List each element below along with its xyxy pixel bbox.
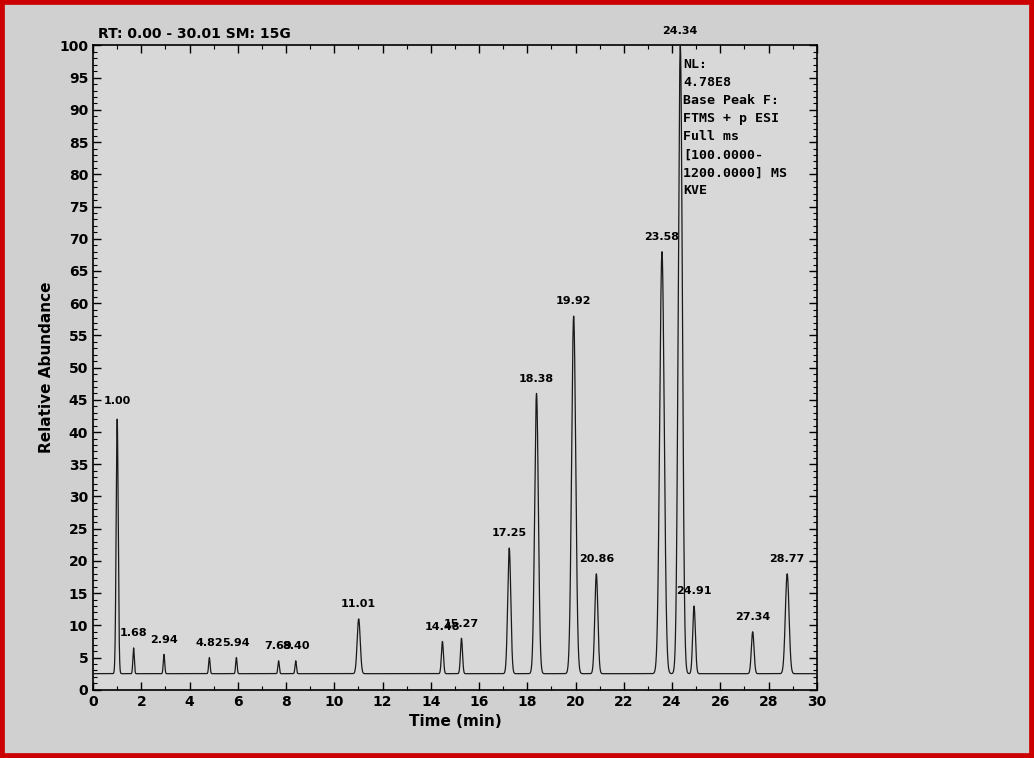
Text: 28.77: 28.77 — [769, 554, 804, 564]
X-axis label: Time (min): Time (min) — [408, 714, 501, 729]
Text: 17.25: 17.25 — [492, 528, 526, 538]
Text: NL:
4.78E8
Base Peak F:
FTMS + p ESI
Full ms
[100.0000-
1200.0000] MS
KVE: NL: 4.78E8 Base Peak F: FTMS + p ESI Ful… — [682, 58, 787, 197]
Y-axis label: Relative Abundance: Relative Abundance — [38, 282, 54, 453]
Text: 23.58: 23.58 — [644, 232, 679, 242]
Text: 11.01: 11.01 — [341, 600, 376, 609]
Text: RT: 0.00 - 30.01 SM: 15G: RT: 0.00 - 30.01 SM: 15G — [98, 27, 291, 40]
Text: 4.82: 4.82 — [195, 638, 223, 648]
Text: 15.27: 15.27 — [444, 619, 479, 628]
Text: 1.68: 1.68 — [120, 628, 148, 638]
Text: 7.69: 7.69 — [265, 641, 293, 651]
Text: 1.00: 1.00 — [103, 396, 131, 406]
Text: 2.94: 2.94 — [150, 634, 178, 644]
Text: 18.38: 18.38 — [519, 374, 554, 384]
Text: 24.91: 24.91 — [676, 587, 711, 597]
Text: 19.92: 19.92 — [556, 296, 591, 306]
Text: 8.40: 8.40 — [282, 641, 309, 651]
Text: 5.94: 5.94 — [222, 638, 250, 648]
Text: 14.48: 14.48 — [425, 622, 460, 632]
Text: 24.34: 24.34 — [663, 26, 698, 36]
Text: 20.86: 20.86 — [579, 554, 614, 564]
Text: 27.34: 27.34 — [735, 612, 770, 622]
